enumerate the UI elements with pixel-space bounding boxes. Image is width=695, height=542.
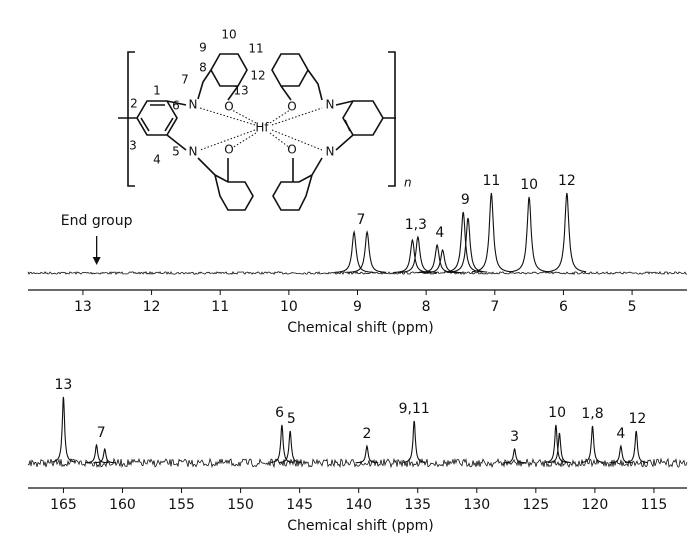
peak-label: 7	[97, 425, 106, 441]
peak	[270, 424, 294, 463]
x-tick-label: 11	[211, 299, 229, 315]
peak-label: 12	[558, 173, 576, 189]
atom-label: O	[224, 100, 233, 114]
peak	[402, 420, 426, 463]
peak	[509, 196, 549, 273]
x-tick-label: 140	[345, 497, 372, 513]
x-tick-label: 125	[522, 497, 549, 513]
peak-label: 12	[628, 411, 646, 427]
peak-label: 10	[520, 177, 538, 193]
atom-number: 2	[130, 97, 138, 111]
atom-number: 1	[153, 84, 161, 98]
x-tick-label: 145	[286, 497, 313, 513]
bracket	[127, 51, 396, 187]
x-tick-label: 135	[404, 497, 431, 513]
x-tick-label: 8	[422, 299, 431, 315]
x-tick-label: 13	[74, 299, 92, 315]
structure	[118, 51, 396, 211]
atom-label: Hf	[255, 121, 269, 135]
x-tick-label: 12	[143, 299, 161, 315]
atom-label: N	[326, 98, 335, 112]
peak	[334, 229, 374, 273]
repeat-unit: n	[404, 176, 412, 190]
coordination-bonds	[199, 107, 323, 151]
arrow-head	[92, 257, 101, 265]
x-tick-label: 9	[353, 299, 362, 315]
atom-label: N	[326, 145, 335, 159]
atom-label: O	[287, 100, 296, 114]
atom-number: 4	[153, 153, 161, 167]
atom-number: 6	[172, 99, 180, 113]
peak	[423, 248, 462, 274]
peak	[51, 396, 75, 463]
peak-label: 7	[356, 212, 365, 228]
x-tick-label: 7	[490, 299, 499, 315]
peak-label: 6	[275, 405, 284, 421]
peak-label: 5	[287, 411, 296, 427]
peak	[347, 230, 387, 273]
peak	[93, 447, 117, 464]
bonds	[118, 53, 396, 211]
peak-label: 2	[362, 426, 371, 442]
x-tick-label: 160	[109, 497, 136, 513]
atom-number: 8	[199, 61, 207, 75]
atom-label: O	[224, 143, 233, 157]
atom-number: 10	[221, 28, 236, 42]
baseline	[27, 270, 688, 276]
peak-label: 11	[482, 173, 500, 189]
peak-label: 9,11	[399, 401, 430, 417]
x-tick-label: 5	[628, 299, 637, 315]
atom-number: 3	[129, 139, 137, 153]
peak	[471, 192, 511, 273]
peak-label: 10	[548, 405, 566, 421]
x-tick-label: 150	[227, 497, 254, 513]
peak	[548, 432, 571, 464]
atom-number: 11	[248, 42, 263, 56]
peak	[355, 444, 379, 464]
peak	[85, 443, 108, 464]
atom-label: N	[189, 145, 198, 159]
baseline	[27, 457, 688, 469]
peak-label: 4	[616, 426, 625, 442]
x-tick-label: 130	[463, 497, 490, 513]
x-tick-label: 165	[50, 497, 77, 513]
peak-label: 13	[55, 377, 73, 393]
end-group-label: End group	[61, 213, 133, 229]
peak-label: 1,8	[581, 406, 603, 422]
atom-number: 12	[250, 69, 265, 83]
x-tick-label: 115	[641, 497, 668, 513]
x-tick-label: 120	[582, 497, 609, 513]
peak-label: 9	[461, 192, 470, 208]
atom-number: 13	[233, 84, 248, 98]
peak	[581, 425, 604, 463]
atom-label: O	[287, 143, 296, 157]
peak-label: 3	[510, 429, 519, 445]
peak	[547, 192, 587, 273]
x-axis-label: Chemical shift (ppm)	[287, 320, 433, 336]
x-tick-label: 155	[168, 497, 195, 513]
x-tick-label: 10	[280, 299, 298, 315]
atom-number: 5	[172, 145, 180, 159]
x-tick-label: 6	[559, 299, 568, 315]
peak	[278, 430, 302, 464]
atom-number: 9	[199, 41, 207, 55]
peak-label: 4	[435, 225, 444, 241]
peak-label: 1,3	[405, 217, 427, 233]
peak	[448, 217, 488, 273]
x-axis-label: Chemical shift (ppm)	[287, 518, 433, 534]
peak	[544, 424, 568, 463]
peak	[624, 430, 648, 464]
peak	[503, 447, 526, 464]
atom-label: N	[189, 98, 198, 112]
atom-number: 7	[181, 73, 189, 87]
